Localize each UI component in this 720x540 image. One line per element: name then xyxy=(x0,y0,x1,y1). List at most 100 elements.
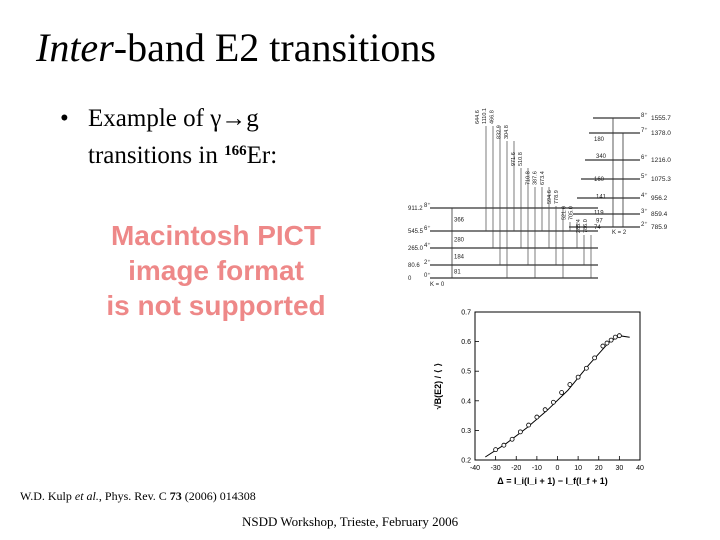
mass-number: 166 xyxy=(224,143,247,159)
inter-band-transition-label: 786.0 xyxy=(583,219,589,233)
inter-band-transition-label: 594.6 xyxy=(547,190,553,204)
placeholder-line-2: image format xyxy=(128,255,304,286)
gamma-symbol: γ xyxy=(210,105,222,132)
bullet-line-2: transitions in 166Er: xyxy=(88,135,277,172)
gamma-level-spin: 7⁺ xyxy=(641,127,648,134)
inter-band-transition-label: 832.9 xyxy=(497,125,503,139)
in-band-transition-label: 119 xyxy=(594,211,604,217)
slide-title: Inter-band E2 transitions xyxy=(36,22,436,74)
y-tick-label: 0.2 xyxy=(461,458,471,465)
data-point xyxy=(612,334,618,340)
title-italic: Inter xyxy=(36,25,114,70)
y-axis-label: √B(E2) / ⟨ ⟩ xyxy=(433,363,443,410)
ground-level-spin: 0⁺ xyxy=(424,272,431,279)
arrow-symbol: → xyxy=(221,105,247,132)
in-band-transition-label: 340 xyxy=(596,154,607,160)
inter-band-transition-label: 285.4 xyxy=(576,219,582,233)
gamma-level-spin: 3⁺ xyxy=(641,208,648,215)
ground-transition-label: 184 xyxy=(454,255,465,261)
data-point xyxy=(509,436,515,442)
x-tick-label: 20 xyxy=(595,465,603,472)
data-point xyxy=(583,365,589,371)
data-point xyxy=(608,337,614,343)
ground-level-energy: 265.0 xyxy=(408,246,424,252)
gamma-level-energy: 1378.0 xyxy=(651,130,671,137)
g-symbol: g xyxy=(246,105,259,132)
data-point xyxy=(600,343,606,349)
x-tick-label: -30 xyxy=(491,465,501,472)
inter-band-transition-label: 644.6 xyxy=(475,110,481,124)
ground-transition-label: 366 xyxy=(454,218,465,224)
data-point xyxy=(604,340,610,346)
ground-level-spin: 2⁺ xyxy=(424,259,431,266)
inter-band-transition-label: 710.8 xyxy=(525,171,531,185)
x-tick-label: 10 xyxy=(574,465,582,472)
in-band-transition-label: 160 xyxy=(594,177,605,183)
gamma-level-energy: 956.2 xyxy=(651,195,668,202)
gamma-band-k-label: K = 2 xyxy=(612,230,627,236)
in-band-transition-label: 180 xyxy=(594,137,605,143)
in-band-transition-label: 97 xyxy=(596,219,603,225)
gamma-level-spin: 6⁺ xyxy=(641,154,648,161)
citation-volume: 73 xyxy=(169,489,182,503)
data-point xyxy=(559,390,565,395)
gamma-level-energy: 859.4 xyxy=(651,211,668,218)
citation: W.D. Kulp et al., Phys. Rev. C 73 (2006)… xyxy=(20,489,256,504)
data-point xyxy=(517,429,523,435)
placeholder-line-3: is not supported xyxy=(106,290,326,321)
ground-level-spin: 6⁺ xyxy=(424,225,431,232)
citation-authors: W.D. Kulp xyxy=(20,489,75,503)
placeholder-line-1: Macintosh PICT xyxy=(110,220,321,251)
ground-transition-label: 81 xyxy=(454,270,461,276)
plot-frame xyxy=(474,311,641,461)
bullet-text: Example of γ→g transitions in 166Er: xyxy=(88,102,277,172)
data-point xyxy=(501,442,507,448)
y-tick-label: 0.5 xyxy=(461,369,471,376)
in-band-transition-label: 141 xyxy=(596,195,607,201)
citation-rest: (2006) 014308 xyxy=(181,489,256,503)
in-band-transition-label: 74 xyxy=(594,225,601,231)
inter-band-transition-label: 510.8 xyxy=(518,152,524,166)
be2-plot: -40 -30 -20 -10 0 10 20 30 40 0.2 0.3 0.4 0.5 0.6 0.7 √… xyxy=(433,310,644,487)
x-tick-label: -20 xyxy=(511,465,521,472)
bullet-dot-icon: • xyxy=(60,105,69,132)
y-tick-label: 0.3 xyxy=(461,428,471,435)
x-tick-label: 0 xyxy=(556,465,560,472)
gamma-level-energy: 1555.7 xyxy=(651,115,671,122)
ground-level-energy: 0 xyxy=(408,276,412,282)
x-tick-label: -10 xyxy=(532,465,542,472)
fit-curve xyxy=(485,335,630,458)
data-point xyxy=(616,333,622,339)
ground-level-spin: 8⁺ xyxy=(424,202,431,209)
gamma-level-spin: 2⁺ xyxy=(641,221,648,228)
ground-level-energy: 911.2 xyxy=(408,206,423,212)
ground-band-k-label: K = 0 xyxy=(430,282,445,288)
citation-journal: , Phys. Rev. C xyxy=(98,489,170,503)
data-point xyxy=(575,374,581,380)
inter-band-transition-label: 521.6 xyxy=(561,206,567,220)
inter-band-transition-label: 466.8 xyxy=(489,110,495,124)
ground-level-energy: 545.5 xyxy=(408,229,424,235)
inter-band-transition-label: 387.6 xyxy=(533,171,539,185)
y-tick-label: 0.4 xyxy=(461,398,471,405)
title-rest: -band E2 transitions xyxy=(113,25,436,70)
gamma-level-spin: 8⁺ xyxy=(641,112,648,119)
inter-band-transition-label: 971.6 xyxy=(511,152,517,166)
x-axis-label: Δ = I_i(I_i + 1) − I_f(I_f + 1) xyxy=(497,476,608,486)
bullet-line-1: Example of γ→g xyxy=(88,102,277,135)
ground-level-spin: 4⁺ xyxy=(424,242,431,249)
inter-band-transition-label: 1110.1 xyxy=(482,108,488,124)
gamma-level-energy: 1075.3 xyxy=(651,176,671,183)
gamma-level-energy: 1216.0 xyxy=(651,157,671,164)
bullet-prefix-2: transitions in xyxy=(88,142,225,169)
footer-text: NSDD Workshop, Trieste, February 2006 xyxy=(242,514,459,529)
inter-band-transition-label: 673.4 xyxy=(540,171,546,185)
unsupported-image-placeholder: Macintosh PICT image format is not suppo… xyxy=(66,218,366,323)
data-point xyxy=(493,447,499,453)
data-point xyxy=(534,414,540,420)
data-point xyxy=(542,407,548,413)
element-symbol: Er: xyxy=(246,142,278,169)
gamma-level-spin: 5⁺ xyxy=(641,173,648,180)
data-point xyxy=(592,355,598,361)
inter-band-transition-label: 304.8 xyxy=(504,125,510,139)
